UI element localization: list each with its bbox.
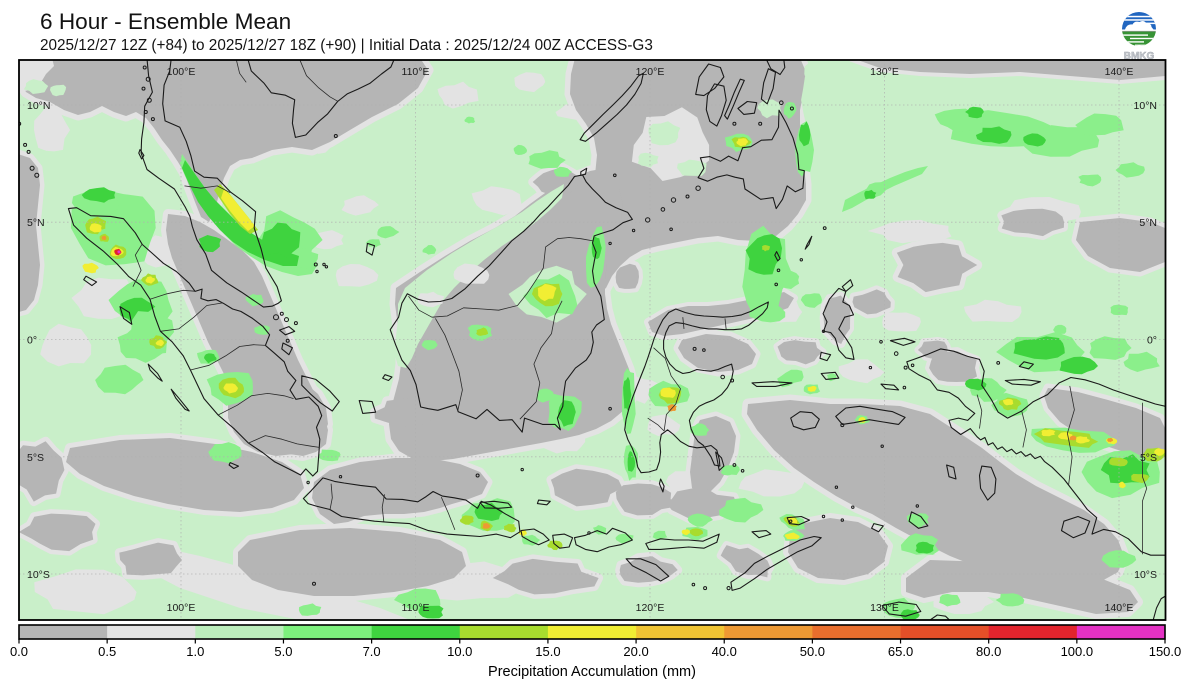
svg-text:80.0: 80.0 [976,644,1001,659]
svg-text:140°E: 140°E [1105,602,1134,614]
svg-text:0.0: 0.0 [10,644,28,659]
svg-text:20.0: 20.0 [623,644,648,659]
svg-text:BMKG: BMKG [1124,51,1155,62]
svg-text:50.0: 50.0 [800,644,825,659]
svg-text:100°E: 100°E [167,602,196,614]
svg-text:1.0: 1.0 [186,644,204,659]
svg-text:10.0: 10.0 [447,644,472,659]
svg-text:0°: 0° [27,335,37,347]
svg-text:130°E: 130°E [870,66,899,78]
svg-text:10°N: 10°N [27,100,50,112]
svg-text:0.5: 0.5 [98,644,116,659]
svg-text:10°S: 10°S [27,569,50,581]
svg-text:110°E: 110°E [402,602,430,614]
svg-text:Precipitation Accumulation (mm: Precipitation Accumulation (mm) [488,664,696,680]
svg-text:100.0: 100.0 [1061,644,1094,659]
svg-text:130°E: 130°E [870,602,899,614]
svg-text:120°E: 120°E [636,602,665,614]
svg-text:10°S: 10°S [1134,569,1157,581]
svg-text:5°S: 5°S [1140,452,1157,464]
svg-text:10°N: 10°N [1134,100,1157,112]
svg-text:100°E: 100°E [167,66,196,78]
svg-text:120°E: 120°E [636,66,665,78]
svg-text:7.0: 7.0 [363,644,381,659]
svg-text:5°N: 5°N [1139,217,1157,229]
svg-text:40.0: 40.0 [712,644,737,659]
svg-text:5.0: 5.0 [274,644,292,659]
svg-text:5°N: 5°N [27,217,45,229]
svg-text:65.0: 65.0 [888,644,913,659]
svg-text:5°S: 5°S [27,452,44,464]
svg-text:15.0: 15.0 [535,644,560,659]
svg-text:140°E: 140°E [1105,66,1134,78]
svg-text:150.0: 150.0 [1149,644,1182,659]
svg-text:110°E: 110°E [402,66,430,78]
svg-text:0°: 0° [1147,335,1157,347]
